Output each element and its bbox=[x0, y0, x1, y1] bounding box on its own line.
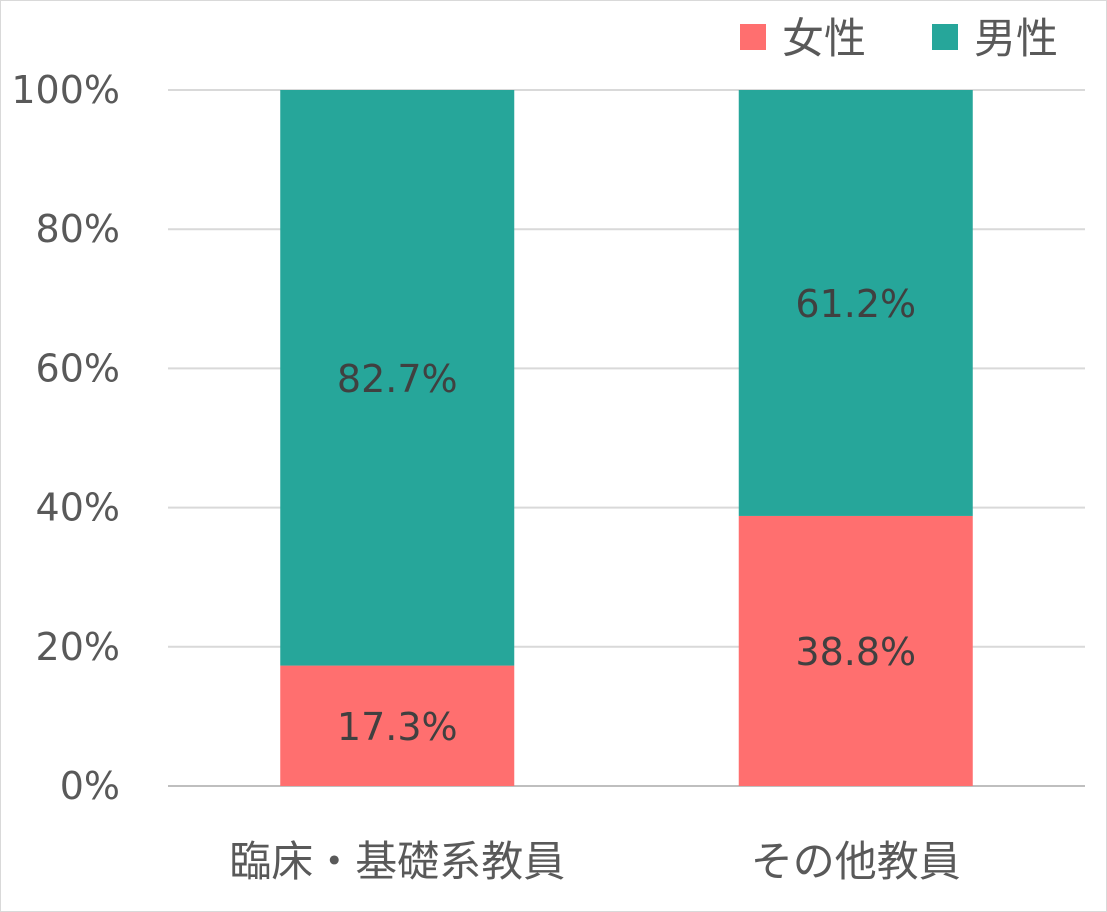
y-tick-label: 100% bbox=[11, 68, 120, 112]
y-axis-ticks: 0% 20% 40% 60% 80% 100% bbox=[11, 68, 120, 808]
data-label: 38.8% bbox=[795, 630, 916, 674]
data-label: 61.2% bbox=[795, 282, 916, 326]
data-label: 17.3% bbox=[337, 705, 458, 749]
y-tick-label: 60% bbox=[36, 346, 120, 390]
legend-swatch bbox=[932, 24, 958, 50]
bar-segment bbox=[280, 90, 515, 666]
y-tick-label: 20% bbox=[36, 625, 120, 669]
bars bbox=[280, 90, 973, 786]
y-tick-label: 0% bbox=[60, 764, 120, 808]
bar-segment bbox=[738, 90, 973, 516]
bar-segment bbox=[280, 665, 515, 786]
x-axis-categories: 臨床・基礎系教員 その他教員 bbox=[229, 837, 961, 886]
data-labels: 17.3% 82.7% 38.8% 61.2% bbox=[337, 282, 916, 749]
legend-label: 男性 bbox=[974, 14, 1058, 63]
legend: 女性 男性 bbox=[740, 14, 1058, 63]
bar-segment bbox=[738, 515, 973, 786]
legend-swatch bbox=[740, 24, 766, 50]
x-category-label: その他教員 bbox=[751, 837, 961, 886]
y-tick-label: 80% bbox=[36, 207, 120, 251]
x-category-label: 臨床・基礎系教員 bbox=[229, 837, 565, 886]
y-tick-label: 40% bbox=[36, 486, 120, 530]
legend-label: 女性 bbox=[782, 14, 866, 63]
data-label: 82.7% bbox=[337, 357, 458, 401]
